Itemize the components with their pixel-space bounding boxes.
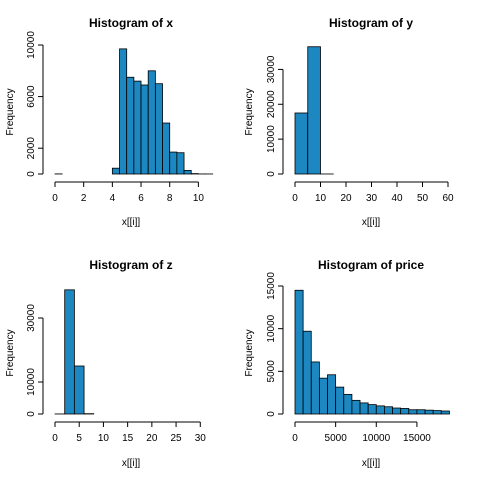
y-tick-label: 10000 xyxy=(26,368,37,396)
x-axis-label: x[[i]] xyxy=(362,217,381,228)
y-tick-label: 6000 xyxy=(26,85,37,108)
x-tick-label: 25 xyxy=(171,433,183,444)
panel-histogram-z: Histogram of z x[[i]] Frequency 0 5 10 15 20… xyxy=(5,258,206,469)
histogram-bar xyxy=(177,153,184,174)
axes: 0 5 10 15 20 25 30 0 10000 30000 xyxy=(26,304,206,444)
x-tick-label: 50 xyxy=(417,193,429,204)
histogram-bar xyxy=(163,123,170,174)
panel-histogram-y: Histogram of y x[[i]] Frequency 0 10 20 30 4… xyxy=(244,16,454,228)
y-tick-label: 0 xyxy=(26,171,37,177)
y-tick-label: 30000 xyxy=(26,304,37,332)
histogram-bar xyxy=(409,410,417,414)
histogram-bar xyxy=(155,84,162,174)
histogram-bar xyxy=(112,168,119,174)
histogram-bar xyxy=(134,81,141,174)
x-tick-label: 15000 xyxy=(403,433,431,444)
bars xyxy=(295,47,333,174)
x-tick-label: 0 xyxy=(52,193,58,204)
x-tick-label: 8 xyxy=(167,193,173,204)
histogram-bar xyxy=(328,375,336,414)
panel-title: Histogram of z xyxy=(89,258,172,272)
x-tick-label: 0 xyxy=(292,433,298,444)
x-tick-label: 15 xyxy=(122,433,134,444)
y-tick-label: 15000 xyxy=(266,272,277,300)
histogram-bar xyxy=(120,49,127,174)
panel-title: Histogram of y xyxy=(329,16,413,30)
x-tick-label: 60 xyxy=(442,193,454,204)
histogram-bar xyxy=(393,408,401,414)
histogram-bar xyxy=(74,366,84,414)
x-tick-label: 10 xyxy=(193,193,205,204)
panel-histogram-price: Histogram of price x[[i]] Frequency 0 500… xyxy=(244,258,449,469)
x-tick-label: 2 xyxy=(81,193,87,204)
axes: 0 10 20 30 40 50 60 0 10000 20000 30000 xyxy=(266,55,454,204)
x-tick-label: 30 xyxy=(366,193,378,204)
histogram-bar xyxy=(303,331,311,414)
y-tick-label: 0 xyxy=(266,411,277,417)
histogram-bar xyxy=(360,403,368,414)
x-tick-label: 40 xyxy=(391,193,403,204)
x-tick-label: 4 xyxy=(110,193,116,204)
histogram-bar xyxy=(336,387,344,414)
y-tick-label: 30000 xyxy=(266,55,277,83)
axes: 0 2 4 6 8 10 0 2000 6000 10000 xyxy=(26,31,204,204)
histogram-bar xyxy=(352,400,360,414)
x-tick-label: 10 xyxy=(98,433,110,444)
histogram-bar xyxy=(401,408,409,414)
histogram-bar xyxy=(441,411,449,414)
y-tick-label: 20000 xyxy=(266,90,277,118)
histogram-bar xyxy=(295,290,303,414)
bars xyxy=(55,290,94,414)
x-tick-label: 20 xyxy=(146,433,158,444)
y-tick-label: 0 xyxy=(266,171,277,177)
y-tick-label: 0 xyxy=(26,411,37,417)
x-tick-label: 6 xyxy=(138,193,144,204)
histogram-bar xyxy=(311,362,319,414)
x-tick-label: 10 xyxy=(315,193,327,204)
x-tick-label: 5 xyxy=(76,433,82,444)
histogram-bar xyxy=(368,405,376,414)
histogram-bar xyxy=(376,406,384,414)
histogram-bar xyxy=(184,170,191,174)
histogram-bar xyxy=(425,410,433,414)
x-tick-label: 5000 xyxy=(325,433,348,444)
y-tick-label: 2000 xyxy=(26,137,37,160)
x-tick-label: 0 xyxy=(292,193,298,204)
x-tick-label: 0 xyxy=(52,433,58,444)
y-tick-label: 10000 xyxy=(266,125,277,153)
x-tick-label: 20 xyxy=(340,193,352,204)
y-tick-label: 5000 xyxy=(266,360,277,383)
histogram-bar xyxy=(384,407,392,414)
y-tick-label: 10000 xyxy=(266,314,277,342)
histogram-bar xyxy=(65,290,75,414)
panel-title: Histogram of price xyxy=(318,258,424,272)
histogram-bar xyxy=(308,47,321,174)
histogram-bar xyxy=(148,71,155,174)
histogram-bar xyxy=(127,77,134,174)
histogram-bar xyxy=(170,152,177,174)
bars xyxy=(55,49,213,174)
y-axis-label: Frequency xyxy=(244,88,255,135)
histogram-bar xyxy=(295,113,308,174)
y-tick-label: 10000 xyxy=(26,31,37,59)
y-axis-label: Frequency xyxy=(5,329,16,376)
x-axis-label: x[[i]] xyxy=(122,458,141,469)
y-axis-label: Frequency xyxy=(5,88,16,135)
histogram-bar xyxy=(319,378,327,414)
histogram-bar xyxy=(141,85,148,174)
x-axis-label: x[[i]] xyxy=(362,458,381,469)
panel-title: Histogram of x xyxy=(89,16,173,30)
x-axis-label: x[[i]] xyxy=(122,217,141,228)
x-tick-label: 10000 xyxy=(362,433,390,444)
axes: 0 5000 10000 15000 0 5000 10000 15000 xyxy=(266,272,431,444)
histogram-bar xyxy=(417,410,425,414)
bars xyxy=(295,290,449,414)
histogram-bar xyxy=(433,411,441,414)
x-tick-label: 30 xyxy=(195,433,207,444)
y-axis-label: Frequency xyxy=(244,329,255,376)
histogram-bar xyxy=(344,394,352,414)
